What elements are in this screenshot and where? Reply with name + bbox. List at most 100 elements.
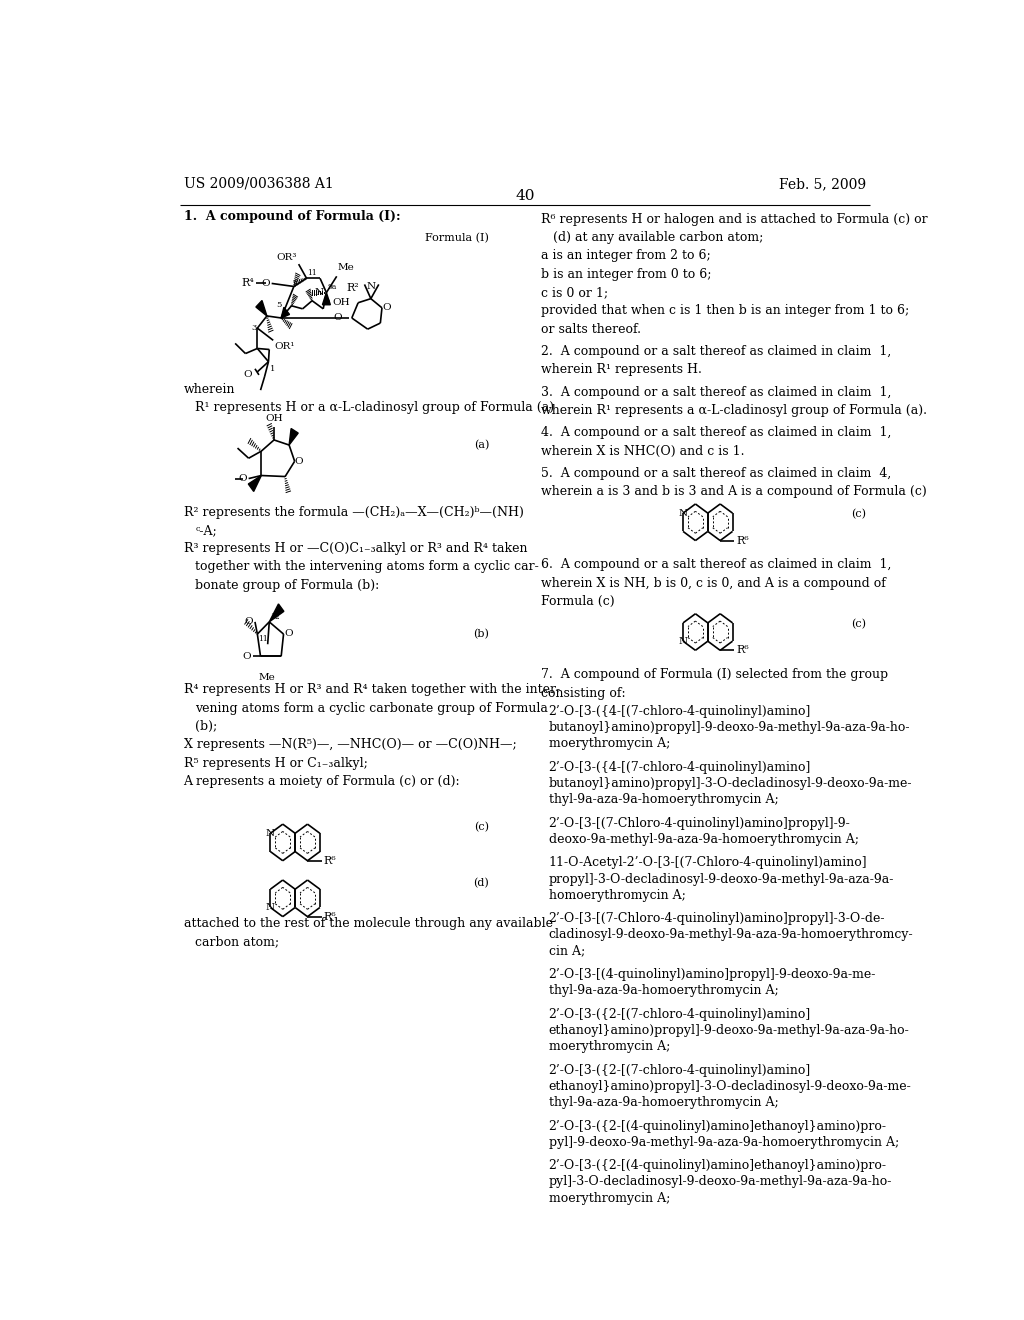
Text: wherein R¹ represents H.: wherein R¹ represents H.: [541, 363, 701, 376]
Polygon shape: [269, 605, 284, 622]
Text: 6.  A compound or a salt thereof as claimed in claim  1,: 6. A compound or a salt thereof as claim…: [541, 558, 891, 572]
Text: R¹ represents H or a α-L-cladinosyl group of Formula (a): R¹ represents H or a α-L-cladinosyl grou…: [196, 401, 555, 414]
Text: Feb. 5, 2009: Feb. 5, 2009: [779, 177, 866, 191]
Text: N: N: [266, 829, 274, 838]
Text: Formula (c): Formula (c): [541, 595, 614, 609]
Text: 2’-O-[3-({4-[(7-chloro-4-quinolinyl)amino]: 2’-O-[3-({4-[(7-chloro-4-quinolinyl)amin…: [549, 760, 811, 774]
Text: 2’-O-[3-[(7-Chloro-4-quinolinyl)amino]propyl]-9-: 2’-O-[3-[(7-Chloro-4-quinolinyl)amino]pr…: [549, 817, 850, 830]
Text: 11: 11: [307, 269, 317, 277]
Polygon shape: [289, 429, 298, 445]
Text: O: O: [244, 618, 253, 627]
Text: N: N: [679, 636, 687, 645]
Text: 4.  A compound or a salt thereof as claimed in claim  1,: 4. A compound or a salt thereof as claim…: [541, 426, 891, 440]
Text: 9: 9: [325, 298, 330, 306]
Text: together with the intervening atoms form a cyclic car-: together with the intervening atoms form…: [196, 561, 540, 573]
Text: pyl]-3-O-decladinosyl-9-deoxo-9a-methyl-9a-aza-9a-ho-: pyl]-3-O-decladinosyl-9-deoxo-9a-methyl-…: [549, 1175, 892, 1188]
Text: (c): (c): [851, 510, 866, 519]
Text: 12: 12: [270, 612, 280, 620]
Text: N: N: [367, 281, 376, 290]
Text: consisting of:: consisting of:: [541, 686, 626, 700]
Text: (a): (a): [474, 440, 489, 450]
Text: moerythromycin A;: moerythromycin A;: [549, 1192, 670, 1205]
Text: (b);: (b);: [196, 721, 218, 733]
Text: wherein R¹ represents a α-L-cladinosyl group of Formula (a).: wherein R¹ represents a α-L-cladinosyl g…: [541, 404, 927, 417]
Text: 2’-O-[3-({2-[(7-chloro-4-quinolinyl)amino]: 2’-O-[3-({2-[(7-chloro-4-quinolinyl)amin…: [549, 1064, 811, 1077]
Polygon shape: [256, 301, 267, 315]
Text: wherein a is 3 and b is 3 and A is a compound of Formula (c): wherein a is 3 and b is 3 and A is a com…: [541, 486, 927, 498]
Text: attached to the rest of the molecule through any available: attached to the rest of the molecule thr…: [183, 917, 553, 931]
Text: (c): (c): [851, 619, 866, 630]
Text: R⁴: R⁴: [242, 279, 254, 288]
Text: 2’-O-[3-({2-[(4-quinolinyl)amino]ethanoyl}amino)pro-: 2’-O-[3-({2-[(4-quinolinyl)amino]ethanoy…: [549, 1159, 887, 1172]
Text: R⁶ represents H or halogen and is attached to Formula (c) or: R⁶ represents H or halogen and is attach…: [541, 213, 928, 226]
Text: O: O: [334, 313, 342, 322]
Text: 5: 5: [275, 301, 282, 309]
Text: R⁶: R⁶: [736, 645, 749, 655]
Text: moerythromycin A;: moerythromycin A;: [549, 1040, 670, 1053]
Text: Me: Me: [338, 263, 354, 272]
Text: R⁴ represents H or R³ and R⁴ taken together with the inter-: R⁴ represents H or R³ and R⁴ taken toget…: [183, 684, 560, 697]
Text: O: O: [243, 652, 251, 661]
Text: R⁶: R⁶: [736, 536, 749, 545]
Text: O: O: [285, 628, 293, 638]
Text: vening atoms form a cyclic carbonate group of Formula: vening atoms form a cyclic carbonate gro…: [196, 702, 548, 714]
Text: X represents —N(R⁵)—, —NHC(O)— or —C(O)NH—;: X represents —N(R⁵)—, —NHC(O)— or —C(O)N…: [183, 738, 516, 751]
Text: 5.  A compound or a salt thereof as claimed in claim  4,: 5. A compound or a salt thereof as claim…: [541, 467, 891, 480]
Text: cladinosyl-9-deoxo-9a-methyl-9a-aza-9a-homoerythromcy-: cladinosyl-9-deoxo-9a-methyl-9a-aza-9a-h…: [549, 928, 913, 941]
Text: 7.  A compound of Formula (I) selected from the group: 7. A compound of Formula (I) selected fr…: [541, 668, 888, 681]
Text: a is an integer from 2 to 6;: a is an integer from 2 to 6;: [541, 249, 711, 263]
Text: thyl-9a-aza-9a-homoerythromycin A;: thyl-9a-aza-9a-homoerythromycin A;: [549, 1096, 778, 1109]
Text: 2.  A compound or a salt thereof as claimed in claim  1,: 2. A compound or a salt thereof as claim…: [541, 345, 891, 358]
Text: 3: 3: [251, 325, 257, 333]
Text: 1.  A compound of Formula (I):: 1. A compound of Formula (I):: [183, 210, 400, 223]
Polygon shape: [248, 475, 261, 491]
Text: OR³: OR³: [276, 253, 297, 263]
Text: butanoyl}amino)propyl]-9-deoxo-9a-methyl-9a-aza-9a-ho-: butanoyl}amino)propyl]-9-deoxo-9a-methyl…: [549, 721, 910, 734]
Text: deoxo-9a-methyl-9a-aza-9a-homoerythromycin A;: deoxo-9a-methyl-9a-aza-9a-homoerythromyc…: [549, 833, 858, 846]
Text: cin A;: cin A;: [549, 945, 585, 958]
Text: OH: OH: [333, 298, 350, 308]
Text: ethanoyl}amino)propyl]-9-deoxo-9a-methyl-9a-aza-9a-ho-: ethanoyl}amino)propyl]-9-deoxo-9a-methyl…: [549, 1024, 909, 1038]
Text: (d): (d): [473, 878, 489, 888]
Text: OR¹: OR¹: [274, 342, 295, 351]
Text: A represents a moiety of Formula (c) or (d):: A represents a moiety of Formula (c) or …: [183, 775, 460, 788]
Text: propyl]-3-O-decladinosyl-9-deoxo-9a-methyl-9a-aza-9a-: propyl]-3-O-decladinosyl-9-deoxo-9a-meth…: [549, 873, 894, 886]
Text: O: O: [295, 457, 303, 466]
Text: thyl-9a-aza-9a-homoerythromycin A;: thyl-9a-aza-9a-homoerythromycin A;: [549, 985, 778, 998]
Text: 3.  A compound or a salt thereof as claimed in claim  1,: 3. A compound or a salt thereof as claim…: [541, 385, 891, 399]
Text: O: O: [239, 474, 247, 483]
Text: 2’-O-[3-({4-[(7-chloro-4-quinolinyl)amino]: 2’-O-[3-({4-[(7-chloro-4-quinolinyl)amin…: [549, 705, 811, 718]
Text: (b): (b): [473, 628, 489, 639]
Text: R³ represents H or —C(O)C₁₋₃alkyl or R³ and R⁴ taken: R³ represents H or —C(O)C₁₋₃alkyl or R³ …: [183, 543, 527, 556]
Text: carbon atom;: carbon atom;: [196, 936, 280, 949]
Text: 40: 40: [515, 189, 535, 203]
Text: N: N: [314, 288, 324, 297]
Polygon shape: [282, 308, 290, 318]
Text: pyl]-9-deoxo-9a-methyl-9a-aza-9a-homoerythromycin A;: pyl]-9-deoxo-9a-methyl-9a-aza-9a-homoery…: [549, 1135, 899, 1148]
Text: N: N: [679, 508, 687, 517]
Text: moerythromycin A;: moerythromycin A;: [549, 738, 670, 750]
Text: 2’-O-[3-[(4-quinolinyl)amino]propyl]-9-deoxo-9a-me-: 2’-O-[3-[(4-quinolinyl)amino]propyl]-9-d…: [549, 968, 876, 981]
Text: R⁶: R⁶: [324, 912, 336, 921]
Text: O: O: [243, 371, 252, 379]
Text: 2’-O-[3-({2-[(7-chloro-4-quinolinyl)amino]: 2’-O-[3-({2-[(7-chloro-4-quinolinyl)amin…: [549, 1007, 811, 1020]
Text: ethanoyl}amino)propyl]-3-O-decladinosyl-9-deoxo-9a-me-: ethanoyl}amino)propyl]-3-O-decladinosyl-…: [549, 1080, 911, 1093]
Text: or salts thereof.: or salts thereof.: [541, 322, 641, 335]
Text: wherein X is NH, b is 0, c is 0, and A is a compound of: wherein X is NH, b is 0, c is 0, and A i…: [541, 577, 886, 590]
Text: 2’-O-[3-({2-[(4-quinolinyl)amino]ethanoyl}amino)pro-: 2’-O-[3-({2-[(4-quinolinyl)amino]ethanoy…: [549, 1119, 887, 1133]
Text: R²: R²: [346, 282, 359, 293]
Text: O: O: [261, 279, 270, 288]
Text: ᶜ-A;: ᶜ-A;: [196, 524, 217, 537]
Text: wherein: wherein: [183, 383, 236, 396]
Text: (c): (c): [474, 822, 489, 833]
Text: bonate group of Formula (b):: bonate group of Formula (b):: [196, 578, 380, 591]
Text: homoerythromycin A;: homoerythromycin A;: [549, 888, 685, 902]
Text: c is 0 or 1;: c is 0 or 1;: [541, 286, 608, 300]
Text: 2’-O-[3-[(7-Chloro-4-quinolinyl)amino]propyl]-3-O-de-: 2’-O-[3-[(7-Chloro-4-quinolinyl)amino]pr…: [549, 912, 885, 925]
Text: 9a: 9a: [328, 282, 337, 290]
Text: R⁶: R⁶: [324, 855, 336, 866]
Text: OH: OH: [265, 413, 283, 422]
Text: US 2009/0036388 A1: US 2009/0036388 A1: [183, 177, 333, 191]
Text: R⁵ represents H or C₁₋₃alkyl;: R⁵ represents H or C₁₋₃alkyl;: [183, 756, 368, 770]
Polygon shape: [323, 293, 331, 305]
